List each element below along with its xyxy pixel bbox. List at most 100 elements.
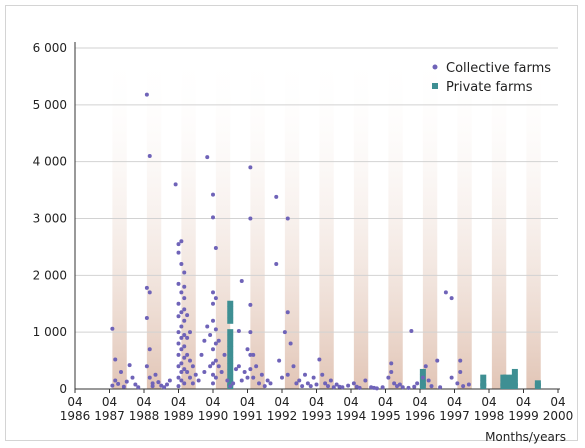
point-collective-farm bbox=[346, 383, 351, 388]
point-private-farm bbox=[227, 374, 234, 381]
point-collective-farm bbox=[211, 347, 215, 352]
x-tick-year: 1987 bbox=[94, 409, 125, 423]
point-collective-farm bbox=[119, 369, 123, 374]
point-collective-farm bbox=[196, 378, 201, 383]
x-tick-year: 1986 bbox=[60, 409, 91, 423]
point-collective-farm bbox=[213, 358, 218, 363]
point-private-farm bbox=[511, 374, 518, 381]
point-collective-farm bbox=[363, 378, 368, 383]
point-collective-farm bbox=[245, 375, 250, 380]
point-collective-farm bbox=[176, 341, 181, 346]
x-tick-year: 2000 bbox=[543, 409, 574, 423]
legend-label-collective: Collective farms bbox=[446, 61, 551, 76]
point-collective-farm bbox=[395, 384, 399, 389]
point-collective-farm bbox=[182, 333, 187, 338]
point-collective-farm bbox=[113, 378, 118, 383]
x-tick-year: 1992 bbox=[267, 409, 298, 423]
point-private-farm bbox=[227, 351, 234, 358]
x-tick-month: 04 bbox=[171, 395, 186, 409]
point-collective-farm bbox=[110, 383, 115, 388]
point-collective-farm bbox=[461, 384, 466, 389]
x-tick-month: 04 bbox=[309, 395, 324, 409]
point-collective-farm bbox=[331, 385, 336, 390]
point-collective-farm bbox=[156, 380, 161, 385]
x-axis-title: Months/years bbox=[485, 430, 566, 444]
x-axis-tick-labels: 0419860419870419880419890419900419910419… bbox=[60, 389, 574, 423]
point-collective-farm bbox=[314, 382, 319, 387]
point-collective-farm bbox=[211, 381, 215, 386]
x-tick-month: 04 bbox=[447, 395, 462, 409]
point-private-farm bbox=[227, 312, 234, 319]
point-collective-farm bbox=[455, 381, 460, 386]
point-collective-farm bbox=[182, 307, 187, 312]
point-collective-farm bbox=[202, 369, 207, 374]
point-collective-farm bbox=[236, 364, 241, 369]
point-collective-farm bbox=[121, 384, 126, 389]
point-collective-farm bbox=[188, 375, 192, 380]
point-collective-farm bbox=[248, 216, 253, 221]
point-collective-farm bbox=[236, 329, 241, 334]
legend-marker-collective bbox=[432, 64, 438, 70]
point-collective-farm bbox=[386, 375, 391, 380]
point-collective-farm bbox=[176, 330, 181, 335]
point-private-farm bbox=[419, 368, 426, 375]
point-collective-farm bbox=[202, 338, 207, 343]
point-collective-farm bbox=[334, 382, 339, 387]
point-private-farm bbox=[480, 374, 487, 381]
point-collective-farm bbox=[211, 301, 215, 306]
point-collective-farm bbox=[291, 364, 296, 369]
point-collective-farm bbox=[389, 369, 394, 374]
point-collective-farm bbox=[274, 261, 279, 266]
point-collective-farm bbox=[182, 318, 187, 323]
point-collective-farm bbox=[190, 381, 195, 386]
point-collective-farm bbox=[317, 357, 322, 362]
point-collective-farm bbox=[179, 335, 184, 340]
point-collective-farm bbox=[124, 379, 129, 384]
point-collective-farm bbox=[406, 385, 411, 390]
point-collective-farm bbox=[182, 284, 187, 289]
point-collective-farm bbox=[211, 290, 215, 295]
point-collective-farm bbox=[165, 382, 169, 387]
point-private-farm bbox=[227, 357, 234, 364]
series-collective-farms bbox=[110, 92, 471, 391]
x-tick-month: 04 bbox=[274, 395, 289, 409]
point-collective-farm bbox=[179, 290, 184, 295]
point-collective-farm bbox=[248, 352, 253, 357]
y-axis-tick-labels: 0 1 000 2 000 3 000 4 000 5 000 6 000 bbox=[33, 41, 67, 396]
point-collective-farm bbox=[176, 384, 181, 389]
point-collective-farm bbox=[144, 364, 149, 369]
point-collective-farm bbox=[239, 279, 244, 284]
point-collective-farm bbox=[190, 364, 195, 369]
point-collective-farm bbox=[423, 364, 428, 369]
bar-private-farm bbox=[503, 383, 510, 389]
point-collective-farm bbox=[328, 378, 333, 383]
gridlines bbox=[75, 47, 558, 333]
y-tick-label: 1 000 bbox=[33, 325, 67, 339]
point-collective-farm bbox=[179, 369, 184, 374]
point-collective-farm bbox=[435, 358, 440, 363]
point-collective-farm bbox=[213, 246, 218, 251]
point-collective-farm bbox=[185, 335, 190, 340]
x-tick-month: 04 bbox=[102, 395, 117, 409]
point-collective-farm bbox=[176, 250, 181, 255]
point-collective-farm bbox=[426, 378, 431, 383]
x-tick-month: 04 bbox=[205, 395, 220, 409]
point-private-farm bbox=[503, 374, 510, 381]
point-collective-farm bbox=[182, 296, 187, 301]
point-collective-farm bbox=[179, 378, 184, 383]
point-private-farm bbox=[227, 340, 234, 347]
x-tick-month: 04 bbox=[481, 395, 496, 409]
point-collective-farm bbox=[179, 324, 184, 329]
point-collective-farm bbox=[173, 182, 178, 187]
point-collective-farm bbox=[466, 382, 471, 387]
point-collective-farm bbox=[248, 367, 253, 372]
point-collective-farm bbox=[176, 242, 181, 247]
point-collective-farm bbox=[248, 165, 253, 170]
point-collective-farm bbox=[159, 383, 164, 388]
point-collective-farm bbox=[211, 361, 215, 366]
point-collective-farm bbox=[199, 352, 204, 357]
point-collective-farm bbox=[205, 324, 210, 329]
point-collective-farm bbox=[179, 361, 184, 366]
point-collective-farm bbox=[429, 384, 434, 389]
